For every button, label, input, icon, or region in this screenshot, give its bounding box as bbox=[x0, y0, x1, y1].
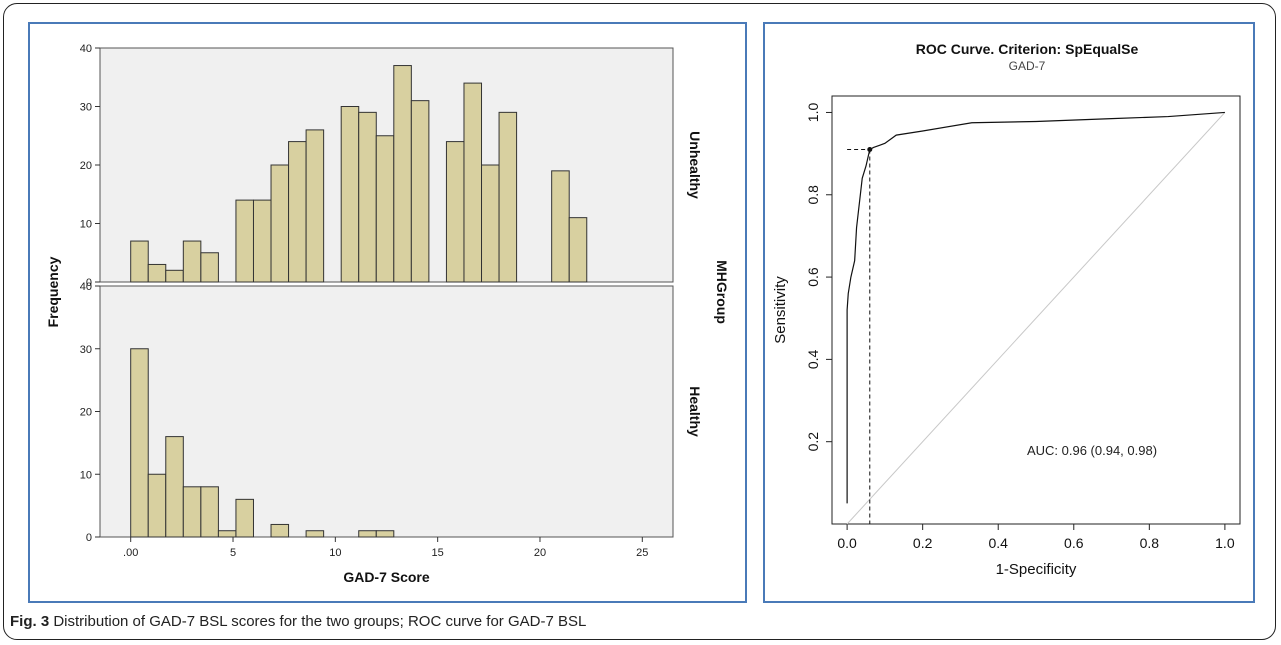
histogram-bar bbox=[270, 523, 290, 538]
histogram-bar bbox=[217, 530, 237, 538]
healthy-facet: 0 10 20 30 40 Healthy bbox=[80, 281, 703, 544]
histogram-bar bbox=[375, 135, 395, 283]
histogram-bar bbox=[410, 100, 430, 283]
histogram-bar bbox=[340, 106, 360, 283]
unhealthy-facet: 0 10 20 30 40 Unhealthy bbox=[80, 43, 703, 289]
histogram-bar bbox=[130, 240, 149, 283]
y-axis-title: Frequency bbox=[45, 256, 61, 327]
histogram-bar bbox=[288, 141, 307, 283]
y-tick-label: 30 bbox=[80, 344, 92, 356]
roc-y-tick-label: 0.6 bbox=[805, 267, 821, 287]
roc-y-tick-label: 1.0 bbox=[805, 103, 821, 123]
histogram-bar bbox=[305, 129, 325, 283]
roc-x-tick-label: 1.0 bbox=[1215, 535, 1235, 551]
histogram-chart: 0 10 20 30 40 Unhealthy 0 10 20 30 40 Healthy .0… bbox=[45, 43, 730, 585]
roc-x-tick-label: 0.6 bbox=[1064, 535, 1084, 551]
unhealthy-y-ticks: 0 10 20 30 40 bbox=[80, 43, 100, 289]
x-tick-label: .00 bbox=[123, 547, 138, 559]
roc-axis-ticks: 0.0 0.2 0.4 0.6 0.8 1.0 0.2 0.4 0.6 0.8 1.0 bbox=[805, 103, 1235, 551]
histogram-bar bbox=[200, 252, 219, 283]
histogram-bar bbox=[252, 199, 272, 283]
caption-text: Distribution of GAD-7 BSL scores for the… bbox=[53, 613, 587, 630]
auc-annotation: AUC: 0.96 (0.94, 0.98) bbox=[1027, 443, 1157, 458]
histogram-bar bbox=[498, 111, 518, 283]
roc-y-tick-label: 0.8 bbox=[805, 185, 821, 205]
histogram-bar bbox=[130, 348, 149, 538]
y-tick-label: 0 bbox=[86, 532, 92, 544]
x-tick-label: 20 bbox=[534, 547, 546, 559]
histogram-bar bbox=[200, 486, 219, 538]
histogram-bar bbox=[358, 111, 377, 283]
roc-y-tick-label: 0.2 bbox=[805, 432, 821, 452]
x-axis-title: GAD-7 Score bbox=[343, 569, 430, 585]
roc-x-tick-label: 0.8 bbox=[1140, 535, 1160, 551]
histogram-bar bbox=[270, 164, 290, 283]
figure-caption: Fig. 3 Distribution of GAD-7 BSL scores … bbox=[10, 613, 586, 630]
figure-frame bbox=[3, 3, 1276, 640]
histogram-bar bbox=[165, 269, 184, 283]
roc-title: ROC Curve. Criterion: SpEqualSe bbox=[916, 41, 1139, 57]
roc-x-tick-label: 0.4 bbox=[988, 535, 1008, 551]
y-tick-label: 30 bbox=[80, 102, 92, 114]
y-tick-label: 40 bbox=[80, 281, 92, 293]
histogram-bar bbox=[182, 486, 202, 538]
histogram-bar bbox=[481, 164, 500, 283]
roc-x-axis-title: 1-Specificity bbox=[996, 561, 1077, 578]
histogram-bar bbox=[445, 141, 465, 283]
y-tick-label: 20 bbox=[80, 160, 92, 172]
y-tick-label: 10 bbox=[80, 219, 92, 231]
histogram-bar bbox=[165, 436, 184, 538]
histogram-bar bbox=[358, 530, 377, 538]
roc-x-tick-label: 0.0 bbox=[837, 535, 857, 551]
histogram-x-ticks: .00 5 10 15 20 25 bbox=[123, 537, 648, 559]
facet-label-healthy: Healthy bbox=[687, 386, 703, 437]
y-tick-label: 0 bbox=[86, 277, 92, 289]
roc-y-axis-title: Sensitivity bbox=[772, 276, 789, 344]
roc-chart: ROC Curve. Criterion: SpEqualSe GAD-7 0.… bbox=[772, 41, 1241, 578]
x-tick-label: 15 bbox=[432, 547, 444, 559]
histogram-bar bbox=[393, 65, 412, 283]
y-tick-label: 20 bbox=[80, 407, 92, 419]
roc-x-tick-label: 0.2 bbox=[913, 535, 933, 551]
histogram-bar bbox=[182, 240, 202, 283]
reference-diagonal bbox=[846, 112, 1226, 525]
healthy-bars bbox=[130, 348, 395, 538]
x-tick-label: 10 bbox=[329, 547, 341, 559]
caption-label: Fig. 3 bbox=[10, 613, 50, 630]
histogram-bar bbox=[463, 82, 483, 283]
histogram-bar bbox=[147, 473, 167, 538]
histogram-bar bbox=[235, 199, 254, 283]
histogram-panel: 0 10 20 30 40 Unhealthy 0 10 20 30 40 Healthy .0… bbox=[28, 22, 747, 603]
roc-panel: ROC Curve. Criterion: SpEqualSe GAD-7 0.… bbox=[763, 22, 1255, 603]
histogram-bar bbox=[568, 217, 588, 283]
cutoff-point bbox=[867, 147, 873, 152]
histogram-bar bbox=[305, 530, 325, 538]
unhealthy-bars bbox=[130, 65, 588, 283]
y-tick-label: 40 bbox=[80, 43, 92, 55]
roc-subtitle: GAD-7 bbox=[1009, 59, 1046, 73]
facet-label-unhealthy: Unhealthy bbox=[687, 131, 703, 199]
x-tick-label: 5 bbox=[230, 547, 236, 559]
roc-y-tick-label: 0.4 bbox=[805, 349, 821, 369]
histogram-bar bbox=[147, 263, 167, 283]
histogram-bar bbox=[551, 170, 570, 283]
x-tick-label: 25 bbox=[636, 547, 648, 559]
y-tick-label: 10 bbox=[80, 469, 92, 481]
facet-variable-label: MHGroup bbox=[714, 260, 730, 324]
histogram-bar bbox=[375, 530, 395, 538]
histogram-bar bbox=[235, 498, 254, 538]
healthy-y-ticks: 0 10 20 30 40 bbox=[80, 281, 100, 544]
roc-plot-area bbox=[831, 95, 1241, 525]
